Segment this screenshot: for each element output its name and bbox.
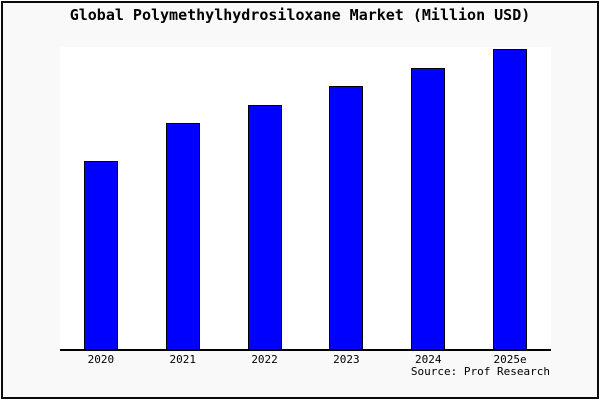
bar-2024 (411, 68, 446, 349)
chart-title: Global Polymethylhydrosiloxane Market (M… (69, 6, 531, 24)
bar-2023 (329, 86, 364, 349)
x-axis-label-2025e: 2025e (493, 353, 527, 366)
bar-col-2022 (224, 47, 306, 349)
x-axis-label-2024: 2024 (414, 353, 442, 366)
bars-row (60, 47, 551, 349)
x-axis-labels: 2020 2021 2022 2023 2024 2025e (60, 353, 551, 366)
bar-col-2023 (305, 47, 387, 349)
bar-2022 (247, 105, 282, 349)
x-axis-label-2020: 2020 (87, 353, 115, 366)
bar-col-2021 (142, 47, 224, 349)
bar-2021 (165, 123, 200, 349)
plot-area (60, 47, 551, 351)
x-axis-label-2022: 2022 (251, 353, 278, 366)
bar-col-2020 (60, 47, 142, 349)
x-axis-label-2021: 2021 (169, 353, 196, 366)
bar-2025e (493, 49, 528, 349)
source-note: Source: Prof Research (410, 365, 550, 378)
bar-col-2025e (469, 47, 551, 349)
bar-col-2024 (387, 47, 469, 349)
x-axis-label-2023: 2023 (333, 353, 360, 366)
bar-2020 (83, 161, 118, 349)
